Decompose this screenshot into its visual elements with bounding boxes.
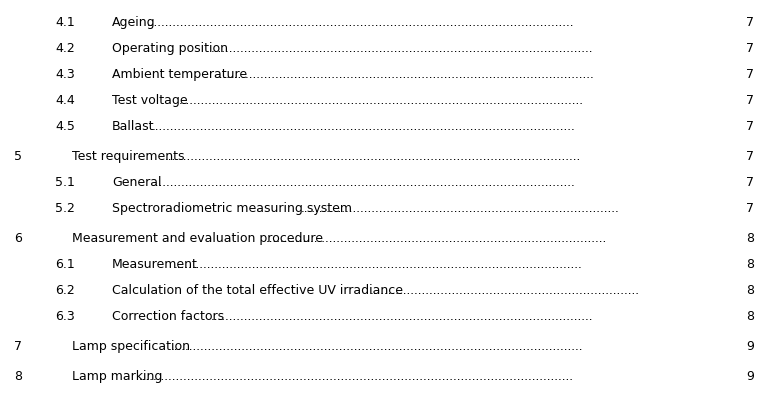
Text: ................................................................................: ........................................… — [266, 231, 607, 245]
Text: 4.1: 4.1 — [55, 16, 75, 29]
Text: 8: 8 — [746, 309, 754, 322]
Text: 7: 7 — [746, 42, 754, 55]
Text: ................................................................................: ........................................… — [300, 202, 619, 214]
Text: Spectroradiometric measuring system: Spectroradiometric measuring system — [112, 202, 352, 214]
Text: ................................................................................: ........................................… — [139, 369, 573, 382]
Text: 6: 6 — [14, 231, 22, 245]
Text: ................................................................................: ........................................… — [170, 339, 583, 352]
Text: 8: 8 — [746, 257, 754, 270]
Text: ................................................................................: ........................................… — [216, 68, 594, 81]
Text: ................................................................................: ........................................… — [179, 94, 583, 107]
Text: ........................................................................: ........................................… — [370, 283, 640, 296]
Text: 7: 7 — [746, 68, 754, 81]
Text: 8: 8 — [14, 369, 22, 382]
Text: 9: 9 — [746, 339, 754, 352]
Text: Test requirements: Test requirements — [72, 150, 185, 163]
Text: 6.1: 6.1 — [55, 257, 75, 270]
Text: 4.4: 4.4 — [55, 94, 75, 107]
Text: 7: 7 — [746, 16, 754, 29]
Text: 4.5: 4.5 — [55, 120, 75, 133]
Text: ................................................................................: ........................................… — [152, 120, 576, 133]
Text: 6.2: 6.2 — [55, 283, 75, 296]
Text: ................................................................................: ........................................… — [147, 16, 574, 29]
Text: Correction factors: Correction factors — [112, 309, 224, 322]
Text: Ballast: Ballast — [112, 120, 154, 133]
Text: 5: 5 — [14, 150, 22, 163]
Text: Ambient temperature: Ambient temperature — [112, 68, 247, 81]
Text: ................................................................................: ........................................… — [173, 257, 582, 270]
Text: Operating position: Operating position — [112, 42, 228, 55]
Text: 8: 8 — [746, 283, 754, 296]
Text: Lamp specification: Lamp specification — [72, 339, 190, 352]
Text: 7: 7 — [746, 202, 754, 214]
Text: 5.1: 5.1 — [55, 175, 75, 189]
Text: Lamp marking: Lamp marking — [72, 369, 162, 382]
Text: Ageing: Ageing — [112, 16, 156, 29]
Text: Calculation of the total effective UV irradiance: Calculation of the total effective UV ir… — [112, 283, 403, 296]
Text: 6.3: 6.3 — [55, 309, 75, 322]
Text: ................................................................................: ........................................… — [165, 150, 581, 163]
Text: Measurement: Measurement — [112, 257, 198, 270]
Text: 9: 9 — [746, 369, 754, 382]
Text: 4.2: 4.2 — [55, 42, 75, 55]
Text: 7: 7 — [746, 120, 754, 133]
Text: 4.3: 4.3 — [55, 68, 75, 81]
Text: 8: 8 — [746, 231, 754, 245]
Text: 5.2: 5.2 — [55, 202, 75, 214]
Text: Test voltage: Test voltage — [112, 94, 188, 107]
Text: Measurement and evaluation procedure: Measurement and evaluation procedure — [72, 231, 323, 245]
Text: 7: 7 — [746, 175, 754, 189]
Text: ................................................................................: ........................................… — [211, 42, 593, 55]
Text: General: General — [112, 175, 161, 189]
Text: 7: 7 — [14, 339, 22, 352]
Text: 7: 7 — [746, 150, 754, 163]
Text: ................................................................................: ........................................… — [211, 309, 593, 322]
Text: 7: 7 — [746, 94, 754, 107]
Text: ................................................................................: ........................................… — [152, 175, 576, 189]
